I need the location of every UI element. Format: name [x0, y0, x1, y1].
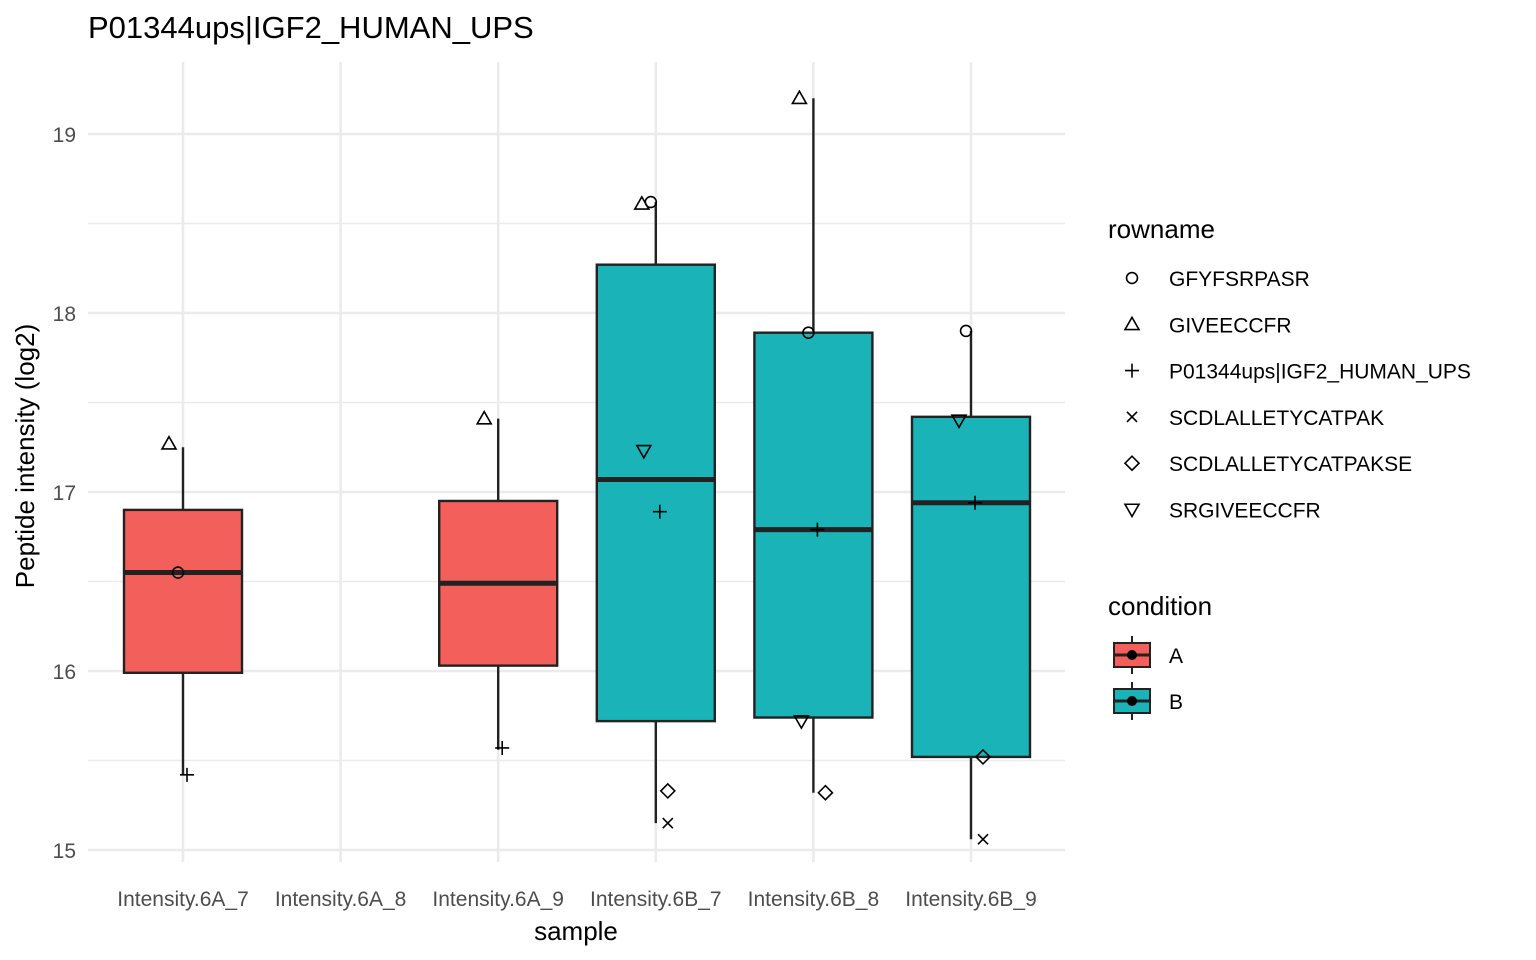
x-tick-labels: Intensity.6A_7 Intensity.6A_8 Intensity.6A…: [117, 888, 1037, 911]
legend-label-scdlalletycatpakse: SCDLALLETYCATPAKSE: [1169, 453, 1412, 476]
x-tick-label: Intensity.6B_9: [905, 888, 1037, 911]
point-p01344ups-igf2-human-ups: [495, 740, 510, 755]
point-giveeccfr: [791, 89, 808, 105]
legend-rowname: rowname GFYFSRPASR GIVEECCFR P01344ups|IGF…: [1108, 214, 1471, 523]
legend-key-gfyfsrpasr: [1125, 271, 1139, 285]
point-scdlalletycatpakse: [659, 782, 676, 800]
box-intensity-6b-9: [910, 330, 1032, 840]
legend-key-scdlalletycatpakse: [1123, 455, 1141, 472]
point-srgiveeccfr: [950, 414, 968, 430]
point-p01344ups-igf2-human-ups: [810, 522, 825, 537]
legend-label-gfyfsrpasr: GFYFSRPASR: [1169, 268, 1310, 291]
boxes: [122, 98, 1032, 840]
box-iqr: [122, 508, 244, 674]
point-srgiveeccfr: [793, 715, 810, 730]
x-tick-label: Intensity.6A_8: [275, 888, 407, 911]
legend-condition: condition AB: [1108, 591, 1212, 720]
legend-key-condition-b: [1113, 682, 1151, 720]
x-tick-label: Intensity.6A_9: [432, 888, 564, 911]
point-p01344ups-igf2-human-ups: [652, 504, 667, 519]
legend-label-srgiveeccfr: SRGIVEECCFR: [1169, 500, 1321, 523]
legend-label-giveeccfr: GIVEECCFR: [1169, 314, 1292, 337]
point-scdlalletycatpakse: [974, 748, 992, 766]
y-tick-label: 19: [53, 124, 76, 147]
chart-title: P01344ups|IGF2_HUMAN_UPS: [88, 10, 534, 45]
data-points: [160, 89, 992, 845]
point-scdlalletycatpak: [977, 833, 989, 845]
box-intensity-6a-9: [438, 418, 559, 750]
point-p01344ups-igf2-human-ups: [968, 495, 982, 510]
point-p01344ups-igf2-human-ups: [180, 767, 194, 782]
point-giveeccfr: [160, 435, 178, 450]
legend-condition-title: condition: [1108, 591, 1212, 621]
legend-key-scdlalletycatpak: [1126, 411, 1138, 423]
legend-label-scdlalletycatpak: SCDLALLETYCATPAK: [1169, 407, 1384, 430]
x-axis-label: sample: [534, 916, 618, 946]
y-tick-label: 18: [53, 303, 76, 326]
legend-key-giveeccfr: [1123, 315, 1141, 331]
legend-label-condition-a: A: [1169, 645, 1183, 668]
legend-label-p01344ups-igf2-human-ups: P01344ups|IGF2_HUMAN_UPS: [1169, 361, 1471, 384]
legend-condition-entries: AB: [1113, 636, 1183, 720]
x-tick-label: Intensity.6B_8: [748, 888, 880, 911]
y-axis-label: Peptide intensity (log2): [10, 324, 40, 588]
legend-key-condition-a: [1113, 636, 1151, 674]
box-iqr: [910, 415, 1032, 759]
y-tick-label: 17: [53, 482, 76, 505]
box-iqr: [753, 331, 874, 719]
point-giveeccfr: [475, 409, 493, 425]
legend-rowname-entries: GFYFSRPASR GIVEECCFR P01344ups|IGF2_HUMAN_…: [1123, 268, 1471, 523]
legend-key-p01344ups-igf2-human-ups: [1125, 363, 1139, 378]
y-tick-labels: 15 16 17 18 19: [53, 124, 76, 863]
y-tick-label: 15: [53, 840, 76, 863]
box-intensity-6b-8: [753, 98, 874, 793]
point-scdlalletycatpakse: [817, 784, 834, 801]
legend-rowname-title: rowname: [1108, 214, 1215, 244]
x-tick-label: Intensity.6A_7: [117, 888, 249, 911]
legend-key-srgiveeccfr: [1123, 503, 1141, 519]
point-gfyfsrpasr: [171, 566, 185, 579]
x-tick-label: Intensity.6B_7: [590, 888, 722, 911]
box-intensity-6a-7: [122, 447, 244, 775]
legend-label-condition-b: B: [1169, 691, 1183, 714]
legend-key-dot: [1127, 696, 1137, 706]
point-scdlalletycatpak: [662, 817, 674, 829]
box-iqr: [595, 263, 716, 723]
legend-key-dot: [1127, 650, 1137, 660]
box-intensity-6b-7: [595, 202, 716, 824]
point-srgiveeccfr: [635, 444, 653, 460]
y-tick-label: 16: [53, 661, 76, 684]
point-gfyfsrpasr: [802, 326, 815, 339]
point-giveeccfr: [633, 195, 651, 210]
point-gfyfsrpasr: [959, 324, 973, 338]
